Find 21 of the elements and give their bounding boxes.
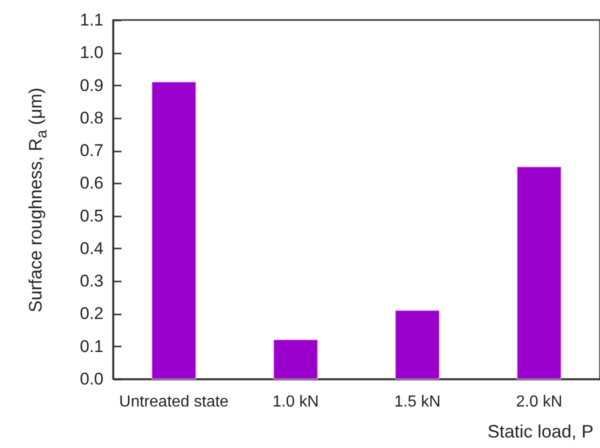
x-axis-title: Static load, P [487,422,594,442]
y-tick-label: 0.0 [80,370,104,388]
y-tick-label: 1.1 [80,10,104,30]
y-tick-label: 0.7 [80,141,104,160]
y-tick-label: 0.9 [80,76,104,95]
y-tick-label: 0.4 [80,238,104,258]
x-tick-label: Untreated state [119,394,229,410]
bar [395,310,440,380]
y-tick-label: 0.6 [80,174,104,193]
bar [152,82,196,380]
y-tick-label: 0.8 [80,108,104,128]
y-tick-label: 0.3 [80,272,104,291]
y-tick-label: 0.1 [80,336,104,356]
y-tick-label: 0.2 [80,304,104,324]
y-tick-label: 1.0 [80,43,104,62]
x-tick-label: 1.5 kN [394,394,440,410]
x-tick-label: 2.0 kN [516,394,562,410]
bar [273,339,318,380]
y-tick-label: 0.5 [80,206,104,226]
x-tick-label: 1.0 kN [272,394,319,410]
bar [516,166,562,380]
